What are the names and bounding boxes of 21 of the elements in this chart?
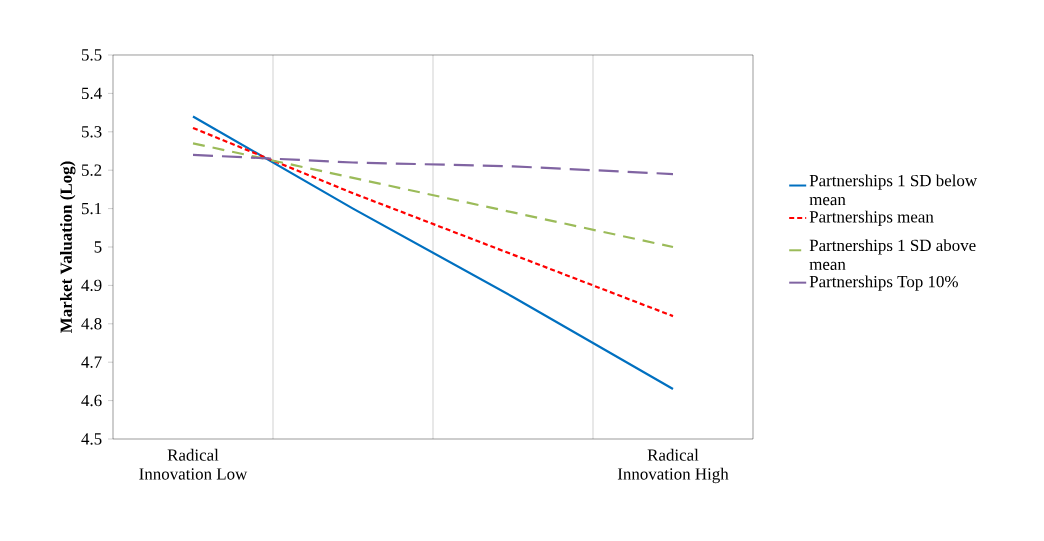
y-tick-label: 4.9: [81, 279, 102, 292]
legend-label: Partnerships mean: [809, 210, 934, 226]
line-series: [191, 142, 675, 249]
x-tick-label: Radical Innovation Low: [139, 448, 248, 480]
y-tick-label: 4.7: [81, 356, 102, 368]
y-tick-label: 5.3: [81, 126, 102, 138]
x-tick-label: Radical Innovation High: [617, 448, 729, 484]
line-series: [191, 115, 675, 391]
legend-label: Partnerships 1 SD above mean: [809, 239, 976, 270]
legend-label: Partnerships Top 10%: [809, 275, 958, 291]
y-tick-label: 5: [94, 241, 102, 253]
y-tick-label: 5.4: [81, 87, 102, 100]
y-tick-label: 4.5: [81, 433, 102, 445]
y-axis-title: Market Valuation (Log): [60, 161, 76, 333]
legend-label: Partnerships 1 SD below mean: [809, 174, 978, 206]
y-tick-label: 4.8: [81, 318, 102, 330]
y-tick-label: 5.5: [81, 49, 102, 61]
line-series: [191, 153, 675, 176]
y-tick-label: 4.6: [81, 394, 102, 407]
y-tick-label: 5.2: [81, 164, 102, 176]
y-tick-label: 5.1: [81, 202, 102, 215]
